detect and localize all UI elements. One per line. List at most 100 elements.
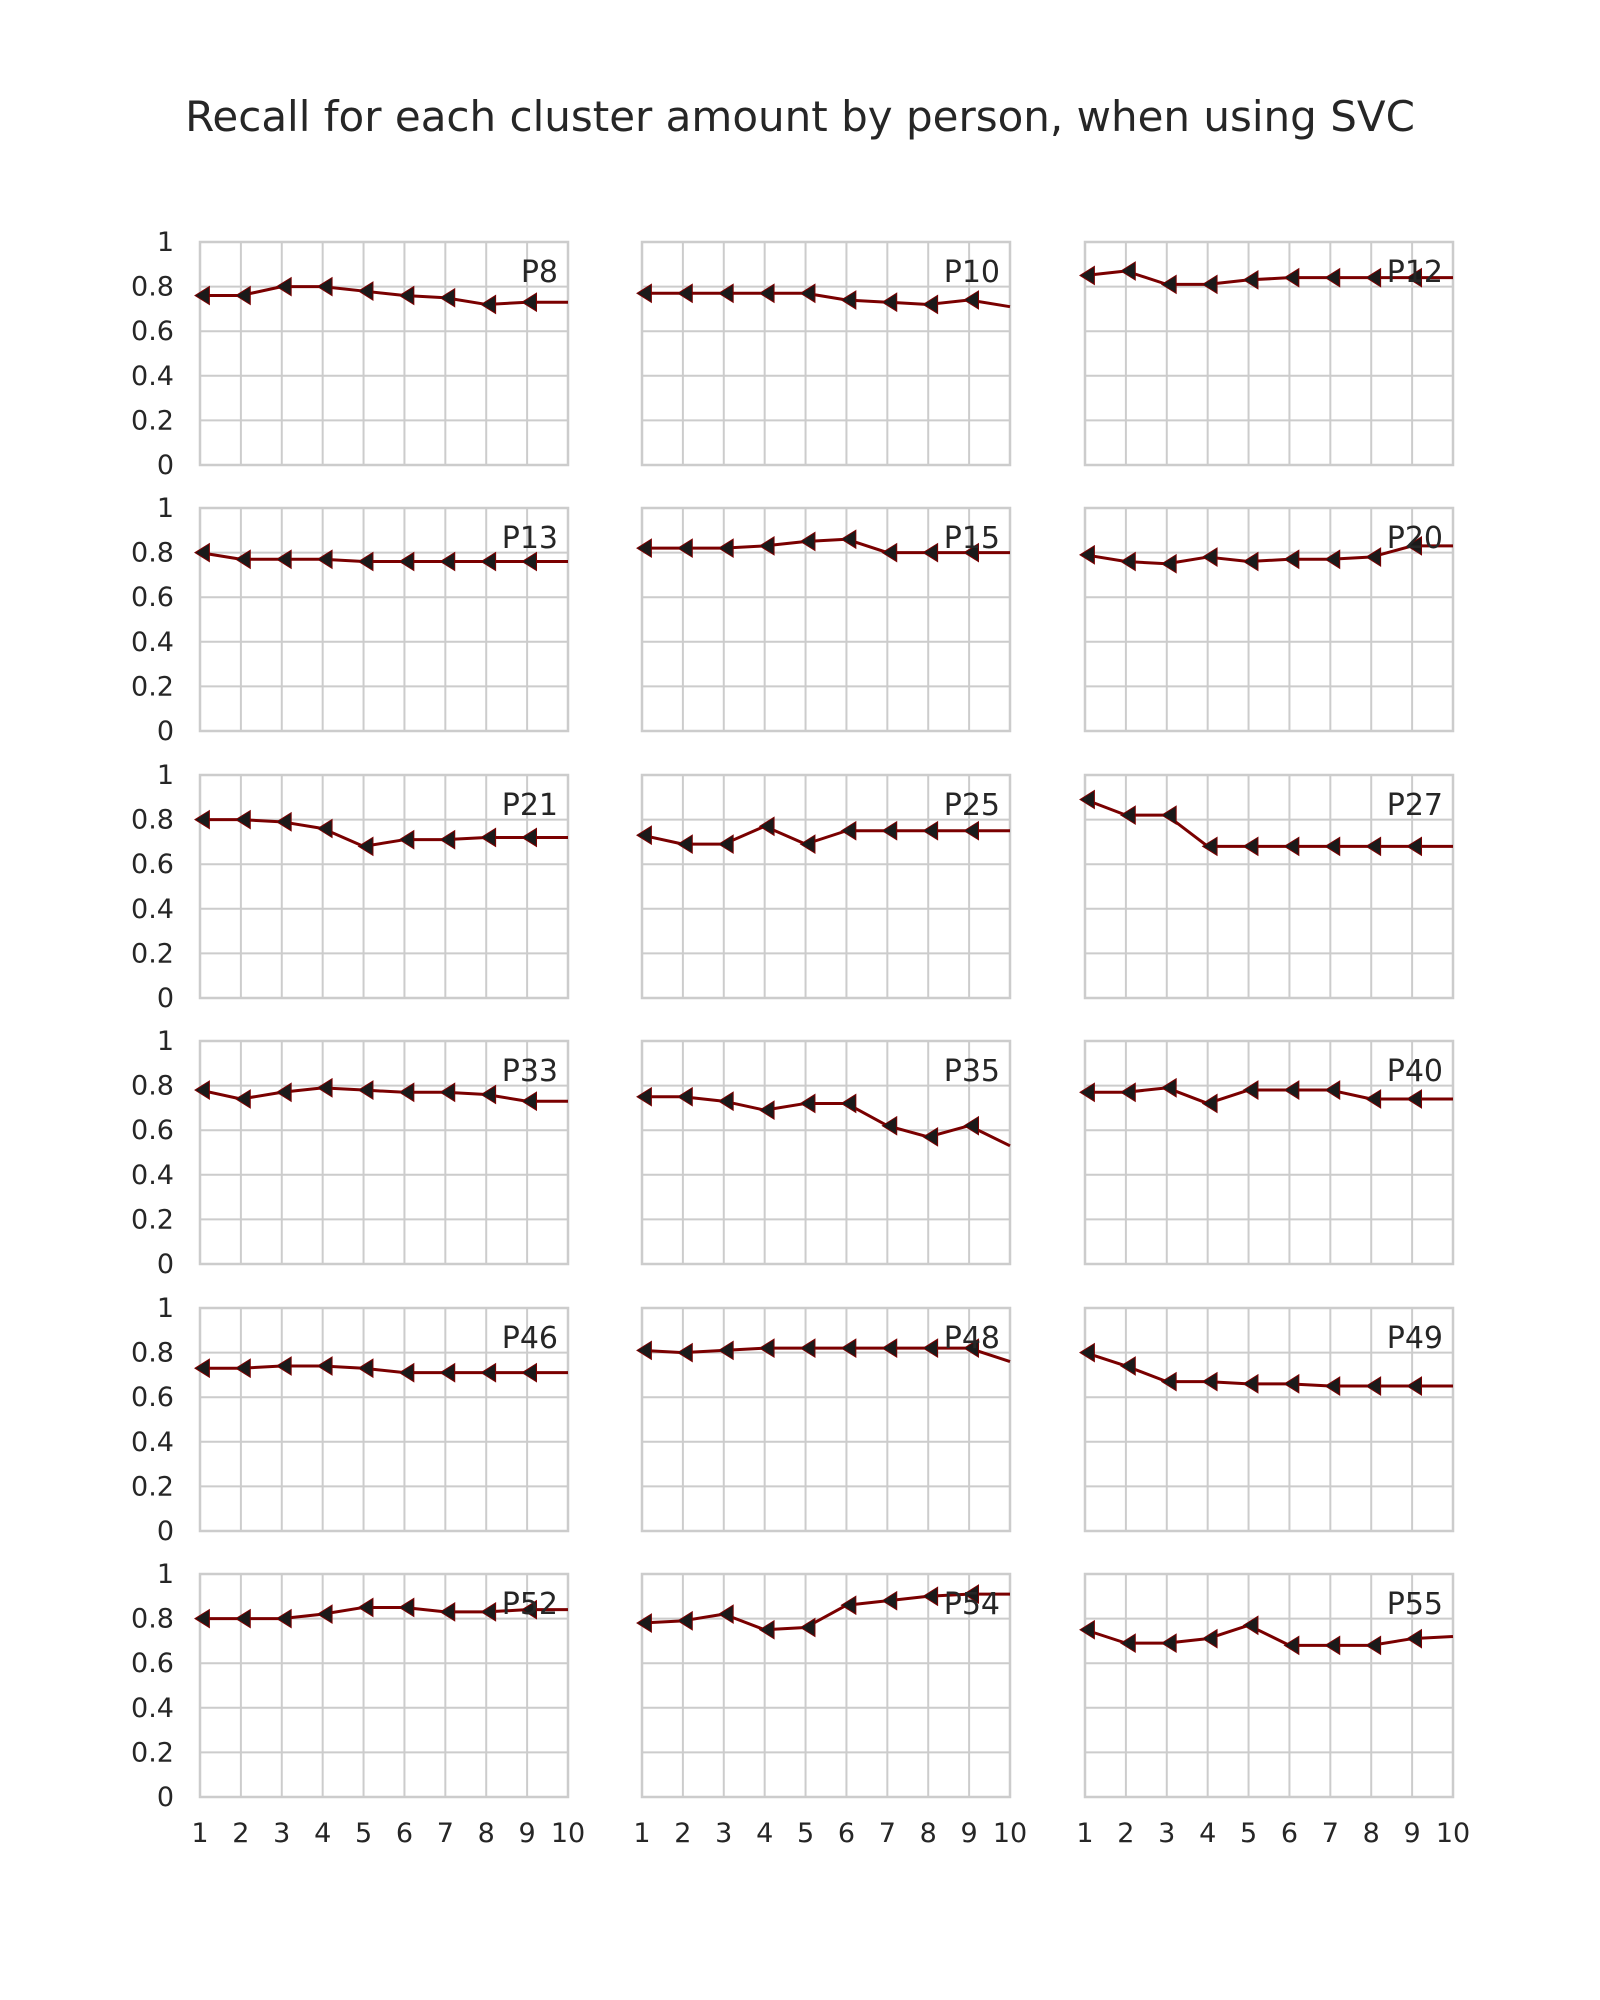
data-point-marker bbox=[1201, 1628, 1218, 1649]
data-point-marker bbox=[1242, 551, 1259, 572]
data-point-marker bbox=[439, 829, 456, 850]
panel-frame bbox=[198, 1306, 570, 1533]
data-point-marker bbox=[881, 1590, 898, 1611]
data-point-marker bbox=[840, 290, 857, 310]
series-line-p13 bbox=[199, 551, 568, 564]
y-tick-label: 1 bbox=[157, 493, 174, 524]
data-point-marker bbox=[1283, 836, 1300, 857]
data-point-marker bbox=[799, 283, 816, 304]
data-point-marker bbox=[717, 283, 734, 304]
data-point-marker bbox=[1406, 1628, 1423, 1649]
data-point-marker bbox=[1242, 270, 1259, 290]
data-point-marker bbox=[357, 1358, 374, 1379]
data-point-marker bbox=[636, 1340, 652, 1361]
panel-frame bbox=[640, 1572, 1012, 1799]
panel-label-p20: P20 bbox=[1387, 521, 1443, 556]
panel-label-p33: P33 bbox=[502, 1054, 558, 1089]
data-point-marker bbox=[1201, 1093, 1218, 1114]
data-point-marker bbox=[1324, 1376, 1341, 1396]
x-tick-label: 5 bbox=[797, 1818, 814, 1849]
panel-frame bbox=[1083, 1039, 1455, 1266]
data-point-marker bbox=[922, 542, 939, 563]
data-point-marker bbox=[840, 529, 857, 550]
y-tick-label: 0.2 bbox=[131, 405, 174, 436]
data-point-marker bbox=[194, 542, 210, 563]
x-tick-label: 4 bbox=[756, 1818, 773, 1849]
x-tick-label: 2 bbox=[674, 1818, 691, 1849]
chart-title: Recall for each cluster amount by person… bbox=[185, 92, 1415, 141]
data-point-marker bbox=[1365, 267, 1382, 288]
data-point-marker bbox=[881, 542, 898, 563]
panel-frame bbox=[1083, 1306, 1455, 1533]
y-tick-label: 0.4 bbox=[131, 1160, 174, 1191]
data-point-marker bbox=[676, 283, 693, 304]
panel-frame bbox=[198, 240, 570, 467]
data-point-marker bbox=[799, 531, 816, 552]
data-point-marker bbox=[840, 1595, 857, 1616]
data-point-marker bbox=[799, 1093, 816, 1114]
data-point-marker bbox=[758, 1619, 775, 1640]
panel-label-p8: P8 bbox=[521, 255, 558, 290]
x-tick-label: 5 bbox=[355, 1818, 372, 1849]
data-point-marker bbox=[840, 1338, 857, 1359]
data-point-marker bbox=[194, 809, 210, 830]
data-point-marker bbox=[1242, 836, 1259, 857]
panel-frame bbox=[1083, 506, 1455, 733]
x-tick-label: 3 bbox=[715, 1818, 732, 1849]
x-tick-label: 3 bbox=[273, 1818, 290, 1849]
series-line-p55 bbox=[1084, 1623, 1454, 1647]
x-tick-label: 9 bbox=[1404, 1818, 1421, 1849]
series-line-p20 bbox=[1084, 544, 1453, 566]
y-tick-label: 0.8 bbox=[131, 272, 174, 303]
x-tick-label: 4 bbox=[314, 1818, 331, 1849]
data-point-marker bbox=[1201, 274, 1218, 295]
data-point-marker bbox=[316, 549, 333, 570]
data-point-marker bbox=[1406, 536, 1423, 556]
data-point-marker bbox=[636, 825, 652, 846]
data-point-marker bbox=[676, 1342, 693, 1363]
y-tick-label: 0.6 bbox=[131, 582, 174, 613]
y-tick-label: 0.8 bbox=[131, 805, 174, 836]
data-point-marker bbox=[799, 1338, 816, 1359]
data-point-marker bbox=[194, 1080, 210, 1100]
x-tick-label: 6 bbox=[396, 1818, 413, 1849]
panel-label-p12: P12 bbox=[1387, 255, 1443, 290]
data-point-marker bbox=[1365, 836, 1382, 857]
y-tick-label: 0 bbox=[157, 983, 174, 1014]
y-tick-label: 1 bbox=[157, 760, 174, 791]
x-tick-label: 6 bbox=[838, 1818, 855, 1849]
panel-label-p49: P49 bbox=[1387, 1321, 1443, 1356]
data-point-marker bbox=[439, 1602, 456, 1622]
data-point-marker bbox=[398, 551, 415, 572]
panel-frame bbox=[640, 1039, 1012, 1266]
data-point-marker bbox=[1324, 549, 1341, 570]
panel-frame bbox=[198, 1572, 570, 1799]
data-point-marker bbox=[480, 1084, 497, 1105]
data-point-marker bbox=[439, 1082, 456, 1103]
data-point-marker bbox=[521, 1599, 538, 1620]
data-point-marker bbox=[758, 1100, 775, 1121]
data-point-marker bbox=[398, 1597, 415, 1618]
x-tick-label: 3 bbox=[1158, 1818, 1175, 1849]
data-point-marker bbox=[275, 276, 292, 297]
x-tick-label: 4 bbox=[1199, 1818, 1216, 1849]
x-tick-label: 8 bbox=[478, 1818, 495, 1849]
y-tick-label: 1 bbox=[157, 1293, 174, 1324]
panel-label-p13: P13 bbox=[502, 521, 558, 556]
y-tick-label: 0.4 bbox=[131, 361, 174, 392]
series-line-p12 bbox=[1084, 269, 1453, 286]
data-point-marker bbox=[1160, 805, 1177, 826]
series-line-p25 bbox=[641, 824, 1010, 846]
y-tick-label: 0.2 bbox=[131, 938, 174, 969]
panel-label-p35: P35 bbox=[944, 1054, 1000, 1089]
data-point-marker bbox=[1160, 274, 1177, 295]
series-line-p27 bbox=[1084, 798, 1453, 848]
data-point-marker bbox=[521, 1362, 538, 1383]
panel-label-p55: P55 bbox=[1387, 1587, 1443, 1622]
data-point-marker bbox=[1365, 547, 1382, 567]
data-point-marker bbox=[521, 292, 538, 313]
data-point-marker bbox=[1079, 1342, 1095, 1363]
y-tick-label: 0.6 bbox=[131, 1382, 174, 1413]
data-point-marker bbox=[1160, 1633, 1177, 1654]
